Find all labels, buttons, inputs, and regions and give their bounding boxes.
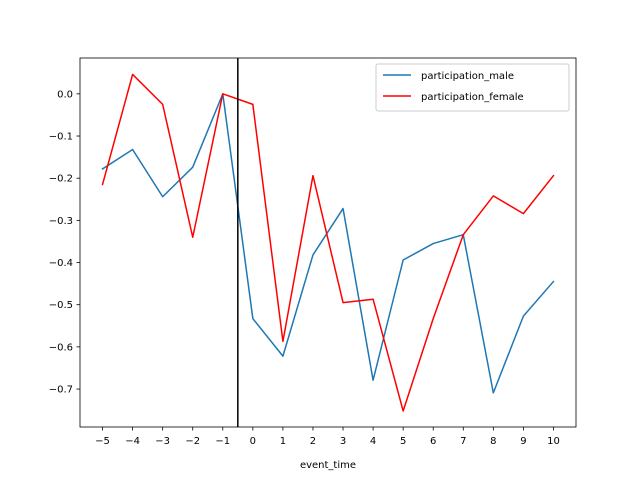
legend-label-participation-female: participation_female [421,92,524,103]
x-tick-label: −5 [95,436,110,447]
x-tick-label: 8 [490,436,496,447]
x-tick-label: 6 [430,436,436,447]
x-tick-label: 3 [340,436,346,447]
x-tick-label: −4 [125,436,140,447]
y-tick-label: −0.4 [49,258,73,269]
series-line-participation-female [101,73,555,412]
x-tick-label: 10 [547,436,560,447]
legend-label-participation-male: participation_male [421,71,514,82]
x-tick-label: 4 [370,436,376,447]
x-tick-label: 5 [400,436,406,447]
axes-frame [79,57,577,428]
x-tick-label: −2 [185,436,200,447]
x-tick-label: 9 [520,436,526,447]
y-tick-label: −0.7 [49,385,73,396]
y-tick-label: −0.1 [49,132,73,143]
series-line-participation-male [101,93,555,394]
x-axis-title: event_time [300,460,356,471]
x-tick-label: 0 [250,436,256,447]
y-tick-label: −0.5 [49,300,73,311]
x-tick-label: −3 [155,436,170,447]
x-tick-label: 7 [460,436,466,447]
y-tick-label: 0.0 [57,89,73,100]
legend-box [375,63,570,112]
y-tick-label: −0.2 [49,174,73,185]
x-tick-label: 1 [280,436,286,447]
x-tick-label: 2 [310,436,316,447]
plot-area: −5 −4 −3 −2 −1 0 1 2 3 4 5 6 7 8 9 10 0.0 −0.1 −0.2 −0.3 −0.… [49,57,577,447]
x-tick-label: −1 [215,436,230,447]
y-tick-label: −0.3 [49,216,73,227]
y-tick-label: −0.6 [49,342,73,353]
